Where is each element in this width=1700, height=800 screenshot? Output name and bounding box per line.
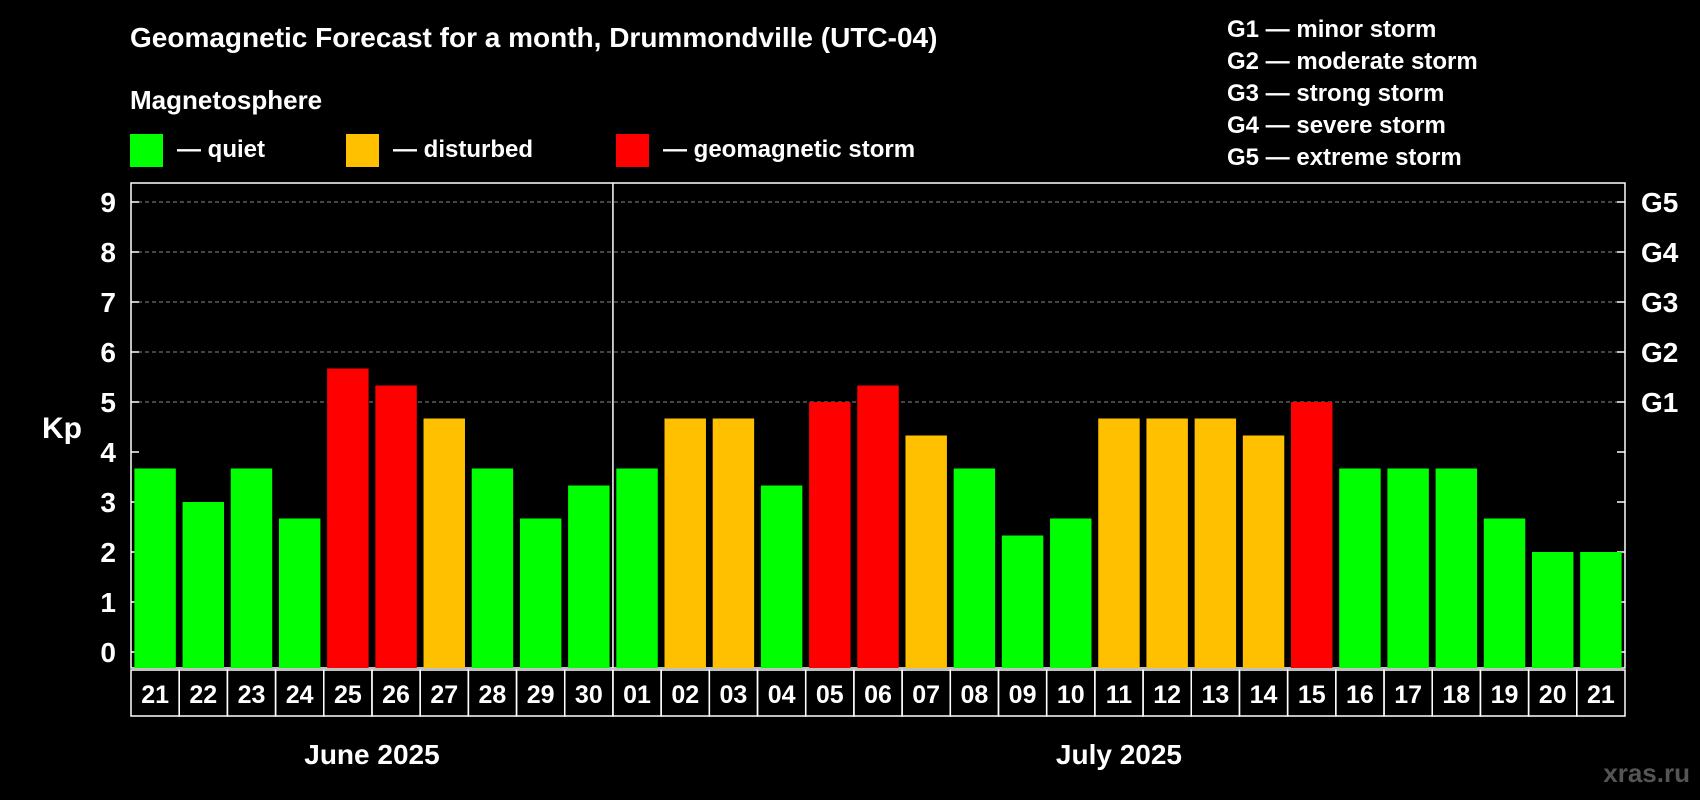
x-tick-label: 22 — [189, 681, 217, 709]
x-tick-label: 12 — [1153, 681, 1181, 709]
x-tick-label: 15 — [1298, 681, 1326, 709]
bar — [953, 468, 996, 668]
x-tick-label: 07 — [912, 681, 940, 709]
y-axis-label: Kp — [42, 412, 82, 445]
bar — [134, 468, 176, 668]
x-tick-label: 19 — [1491, 681, 1519, 709]
date-cell — [1576, 669, 1626, 717]
x-tick-label: 01 — [623, 681, 651, 709]
storm-scale-g4: G4 — severe storm — [1227, 112, 1446, 139]
legend-swatch-disturbed — [346, 134, 379, 167]
x-tick-label: 17 — [1394, 681, 1422, 709]
bar — [230, 468, 273, 668]
y-tick-label: 2 — [100, 537, 116, 568]
x-tick-label: 25 — [334, 681, 362, 709]
x-tick-label: 30 — [575, 681, 603, 709]
bar — [616, 468, 658, 668]
x-tick-label: 09 — [1009, 681, 1037, 709]
bar — [1242, 435, 1285, 668]
bar — [664, 418, 706, 668]
y-tick-label: 0 — [100, 637, 116, 668]
x-tick-label: 27 — [430, 681, 458, 709]
legend-label-quiet: — quiet — [177, 136, 265, 163]
legend-label-disturbed: — disturbed — [393, 136, 533, 163]
x-tick-label: 18 — [1442, 681, 1470, 709]
x-tick-label: 21 — [1587, 681, 1615, 709]
x-tick-label: 05 — [816, 681, 844, 709]
x-tick-label: 23 — [238, 681, 266, 709]
legend: — quiet — disturbed — geomagnetic storm — [130, 134, 915, 167]
storm-scale-g3: G3 — strong storm — [1227, 80, 1444, 107]
y-tick-label: 6 — [100, 337, 116, 368]
bar — [423, 418, 465, 668]
bar — [1387, 468, 1429, 668]
chart-title: Geomagnetic Forecast for a month, Drummo… — [130, 22, 937, 53]
x-tick-label: 10 — [1057, 681, 1085, 709]
bar — [1098, 418, 1140, 668]
storm-scale-g2: G2 — moderate storm — [1227, 48, 1478, 75]
x-tick-label: 08 — [960, 681, 988, 709]
bar — [1146, 418, 1188, 668]
legend-label-storm: — geomagnetic storm — [663, 136, 915, 163]
x-tick-label: 11 — [1106, 681, 1133, 709]
bar — [1339, 468, 1381, 668]
bar — [1291, 402, 1333, 668]
bar — [1531, 552, 1574, 668]
bar — [905, 435, 947, 668]
bar — [712, 418, 755, 668]
bar — [1194, 418, 1237, 668]
bar — [278, 518, 321, 668]
y-tick-label: 3 — [100, 487, 116, 518]
y-tick-label: 8 — [100, 237, 116, 268]
storm-scale-g1: G1 — minor storm — [1227, 16, 1436, 43]
bar — [1001, 535, 1044, 668]
bar — [327, 368, 369, 668]
bar — [809, 402, 851, 668]
bar — [760, 485, 803, 668]
x-tick-label: 14 — [1250, 681, 1278, 709]
g-scale-label: G1 — [1641, 387, 1678, 418]
y-tick-label: 1 — [100, 587, 116, 618]
legend-swatch-quiet — [130, 134, 163, 167]
x-tick-label: 20 — [1539, 681, 1567, 709]
bar — [375, 385, 417, 668]
watermark: xras.ru — [1603, 758, 1690, 788]
y-tick-label: 5 — [100, 387, 116, 418]
y-tick-label: 7 — [100, 287, 116, 318]
x-tick-label: 02 — [671, 681, 699, 709]
storm-scale-legend: G1 — minor storm G2 — moderate storm G3 … — [1227, 16, 1478, 171]
bar — [1580, 552, 1622, 668]
x-tick-label: 13 — [1201, 681, 1229, 709]
bar — [857, 385, 899, 668]
g-scale-label: G3 — [1641, 287, 1678, 318]
legend-swatch-storm — [616, 134, 649, 167]
bar — [182, 502, 225, 668]
bar — [568, 485, 610, 668]
x-tick-label: 26 — [382, 681, 410, 709]
bar — [519, 518, 562, 668]
bar — [471, 468, 514, 668]
x-tick-label: 16 — [1346, 681, 1374, 709]
bar — [1435, 468, 1478, 668]
month-label: July 2025 — [1056, 739, 1182, 770]
x-tick-label: 29 — [527, 681, 555, 709]
x-tick-label: 06 — [864, 681, 892, 709]
x-tick-label: 28 — [479, 681, 507, 709]
y-tick-label: 9 — [100, 187, 116, 218]
month-label: June 2025 — [304, 739, 439, 770]
x-tick-label: 24 — [286, 681, 314, 709]
x-tick-label: 04 — [768, 681, 796, 709]
x-tick-label: 21 — [141, 681, 169, 709]
storm-scale-g5: G5 — extreme storm — [1227, 144, 1462, 171]
legend-heading: Magnetosphere — [130, 85, 322, 115]
g-scale-label: G5 — [1641, 187, 1678, 218]
bar — [1050, 518, 1092, 668]
bar — [1483, 518, 1526, 668]
x-tick-label: 03 — [720, 681, 748, 709]
y-tick-label: 4 — [100, 437, 116, 468]
g-scale-label: G2 — [1641, 337, 1678, 368]
g-scale-label: G4 — [1641, 237, 1679, 268]
